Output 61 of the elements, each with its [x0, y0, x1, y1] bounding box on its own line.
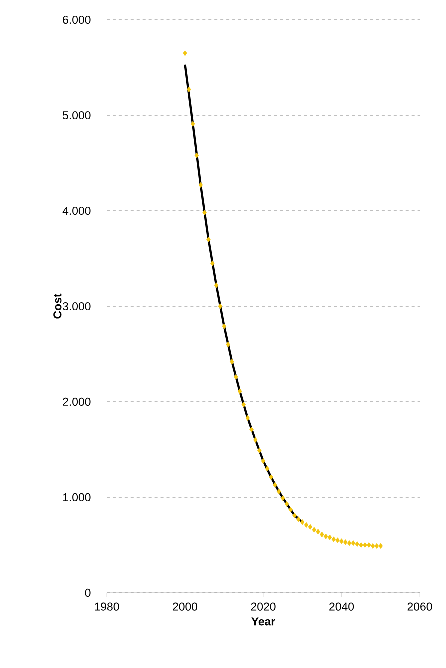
point [336, 538, 340, 544]
x-tick-label: 1980 [95, 602, 120, 611]
point [366, 542, 372, 548]
point [254, 437, 258, 443]
point [308, 524, 313, 530]
point [234, 374, 238, 380]
point [198, 182, 204, 188]
point [284, 501, 290, 507]
point [300, 520, 305, 526]
point [238, 388, 242, 394]
point [351, 540, 356, 546]
point [230, 359, 234, 365]
point [210, 260, 215, 266]
point [261, 458, 266, 464]
point [269, 474, 274, 480]
point [355, 542, 360, 548]
y-tick-label: 2.000 [63, 398, 91, 406]
point [218, 304, 223, 310]
point [202, 210, 207, 216]
point [312, 527, 317, 533]
x-tick-label: 2060 [408, 602, 432, 611]
point [370, 543, 376, 549]
point [328, 534, 332, 540]
y-tick-label: 3.000 [62, 302, 91, 311]
point [316, 529, 320, 535]
x-tick-label: 2040 [330, 602, 354, 611]
point [250, 426, 254, 432]
line-series [184, 64, 304, 524]
point [183, 50, 188, 56]
point [206, 236, 211, 242]
point [187, 86, 192, 92]
y-axis-title: Cost [54, 294, 62, 319]
point [257, 448, 262, 454]
point [378, 543, 384, 549]
point [324, 534, 328, 540]
y-tick-label: 1.000 [63, 493, 91, 502]
y-tick-label: 5.000 [63, 111, 91, 120]
x-axis-title: Year [252, 618, 276, 626]
y-tick-label: 6.000 [63, 16, 91, 24]
point [226, 342, 230, 348]
point [273, 482, 278, 488]
x-tick-label: 2000 [173, 602, 198, 611]
point [288, 507, 294, 513]
point [265, 466, 270, 472]
point [296, 516, 301, 522]
point [194, 152, 200, 158]
point [374, 543, 380, 549]
point [190, 121, 196, 127]
point [242, 402, 246, 408]
point [332, 536, 336, 542]
point [214, 282, 219, 288]
point [347, 540, 352, 546]
point [304, 522, 309, 528]
point [340, 538, 344, 544]
y-tick-label: 0 [85, 588, 91, 598]
x-tick-label: 2020 [251, 602, 276, 611]
point [280, 496, 286, 502]
point [222, 324, 227, 330]
point [344, 540, 348, 546]
y-tick-label: 4.000 [62, 206, 91, 216]
point [292, 512, 297, 518]
